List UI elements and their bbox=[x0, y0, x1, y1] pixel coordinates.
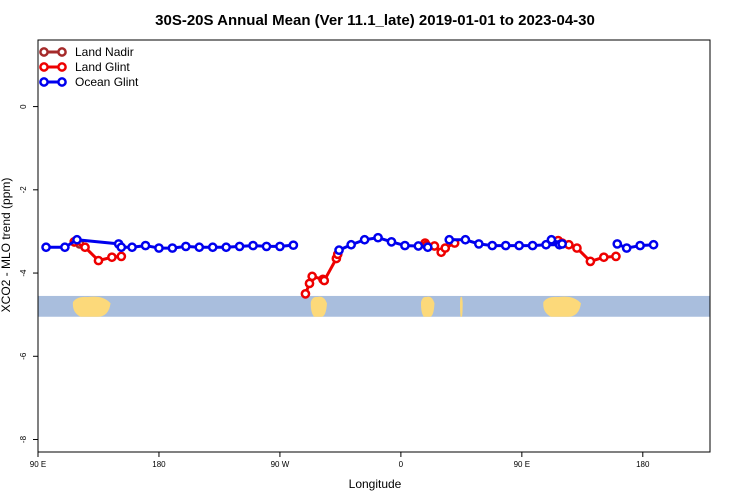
data-point bbox=[422, 242, 433, 253]
series-line bbox=[616, 242, 654, 250]
land-australia-repeat bbox=[543, 296, 581, 317]
data-point bbox=[346, 239, 357, 250]
land-africa bbox=[421, 296, 435, 317]
ocean-band bbox=[38, 295, 710, 317]
axis-ticks: 90 E 180 90 W 0 90 E 180 0 -2 -4 -6 -8 bbox=[19, 104, 650, 469]
y-tick-label: -4 bbox=[19, 269, 28, 277]
data-point bbox=[440, 243, 451, 253]
data-point bbox=[460, 234, 471, 245]
legend-label: Land Glint bbox=[75, 60, 130, 74]
data-point bbox=[648, 239, 659, 250]
data-point bbox=[116, 251, 127, 262]
legend-label: Land Nadir bbox=[75, 45, 134, 59]
data-point bbox=[598, 252, 609, 263]
data-point bbox=[234, 241, 245, 252]
data-point bbox=[611, 251, 621, 262]
y-tick-label: -8 bbox=[19, 435, 28, 443]
y-tick-label: -6 bbox=[19, 352, 28, 360]
series-ocean-glint bbox=[41, 232, 659, 256]
x-axis-label: Longitude bbox=[349, 477, 402, 491]
x-tick-label: 90 E bbox=[30, 460, 46, 469]
x-tick-label: 90 W bbox=[271, 460, 290, 469]
data-point bbox=[275, 241, 285, 252]
data-point bbox=[557, 239, 568, 249]
data-point bbox=[180, 241, 191, 252]
data-point bbox=[444, 234, 455, 245]
data-point bbox=[572, 243, 582, 253]
data-point bbox=[307, 271, 318, 282]
data-point bbox=[127, 242, 137, 253]
land-south-america bbox=[310, 296, 327, 317]
data-point bbox=[194, 242, 205, 253]
data-point bbox=[473, 239, 484, 249]
legend-marker bbox=[57, 47, 67, 57]
data-point bbox=[154, 243, 164, 253]
chart-title: 30S-20S Annual Mean (Ver 11.1_late) 2019… bbox=[155, 12, 595, 29]
data-point bbox=[261, 241, 272, 252]
series-land-glint bbox=[69, 235, 621, 299]
data-point bbox=[72, 234, 82, 245]
data-point bbox=[107, 252, 117, 263]
data-point bbox=[413, 241, 424, 251]
x-tick-label: 90 E bbox=[514, 460, 530, 469]
data-point bbox=[585, 256, 596, 267]
data-point bbox=[514, 240, 525, 251]
data-point bbox=[386, 236, 397, 247]
data-point bbox=[93, 255, 104, 266]
legend-label: Ocean Glint bbox=[75, 75, 139, 89]
legend-marker bbox=[57, 62, 67, 72]
data-point bbox=[248, 240, 258, 251]
legend-marker bbox=[39, 62, 49, 72]
data-point bbox=[400, 240, 410, 251]
data-point bbox=[635, 240, 645, 251]
series-layer bbox=[41, 232, 659, 299]
series-line bbox=[46, 238, 119, 249]
data-point bbox=[487, 240, 498, 251]
land-australia bbox=[72, 296, 111, 317]
y-tick-label: 0 bbox=[19, 104, 28, 109]
data-point bbox=[207, 242, 218, 253]
data-point bbox=[319, 275, 330, 286]
data-point bbox=[621, 243, 632, 253]
y-tick-label: -2 bbox=[19, 186, 28, 194]
land-madagascar bbox=[460, 296, 463, 317]
data-point bbox=[612, 239, 623, 249]
data-point bbox=[221, 242, 232, 253]
data-point bbox=[288, 240, 299, 251]
x-tick-label: 0 bbox=[399, 460, 404, 469]
data-point bbox=[527, 240, 538, 251]
x-tick-label: 180 bbox=[152, 460, 166, 469]
data-point bbox=[80, 242, 90, 253]
data-point bbox=[359, 234, 370, 245]
data-point bbox=[60, 242, 70, 253]
x-tick-label: 180 bbox=[636, 460, 650, 469]
data-point bbox=[334, 245, 344, 256]
legend-marker bbox=[39, 47, 49, 57]
plot-frame bbox=[37, 39, 711, 453]
y-axis-label: XCO2 - MLO trend (ppm) bbox=[0, 178, 13, 313]
data-point bbox=[300, 289, 311, 299]
map-band bbox=[38, 295, 710, 317]
data-point bbox=[373, 232, 383, 243]
data-point bbox=[116, 242, 127, 253]
data-point bbox=[140, 240, 151, 251]
legend-marker bbox=[39, 77, 49, 87]
data-point bbox=[41, 242, 51, 253]
data-point bbox=[546, 234, 557, 245]
legend-marker bbox=[57, 77, 67, 87]
data-point bbox=[500, 240, 511, 251]
data-point bbox=[167, 243, 178, 253]
